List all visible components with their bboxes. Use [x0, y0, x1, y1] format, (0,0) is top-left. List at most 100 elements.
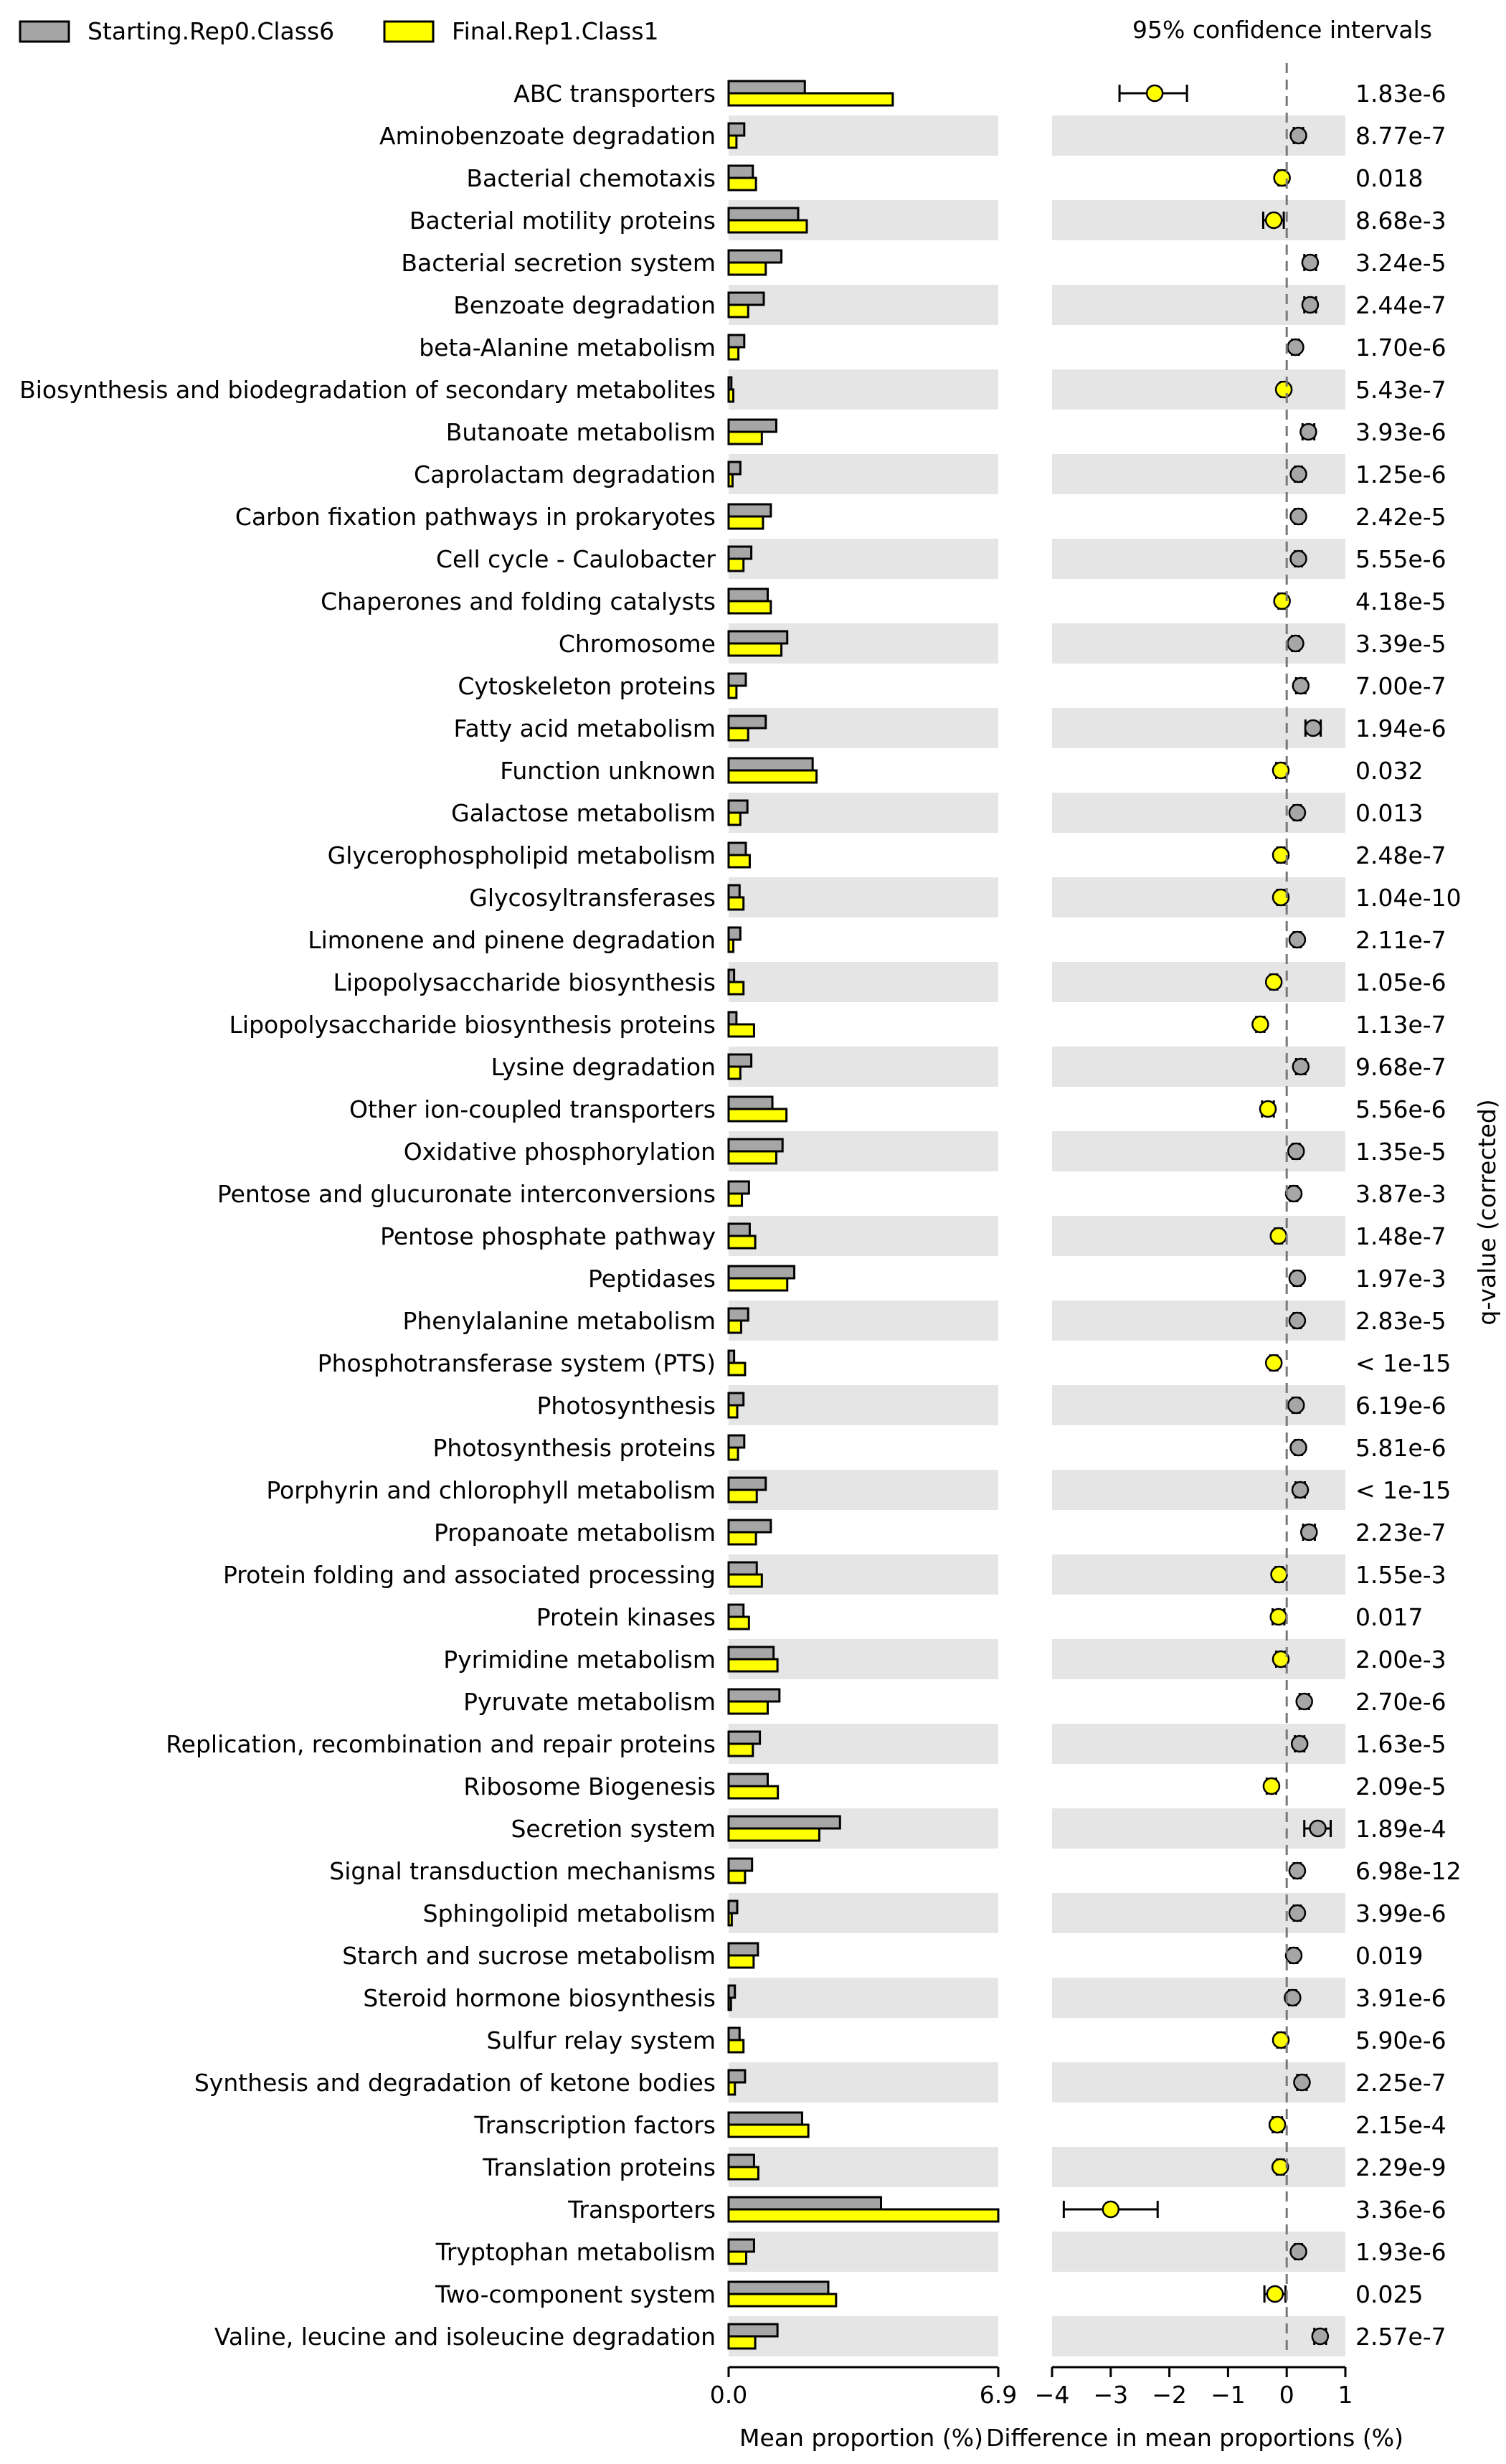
diff-x-tick-label: −4: [1035, 2381, 1070, 2409]
diff-point: [1300, 1523, 1318, 1542]
category-label: Carbon fixation pathways in prokaryotes: [235, 503, 716, 531]
qvalue-label: 3.24e-5: [1355, 249, 1446, 277]
chart-row: Lipopolysaccharide biosynthesis proteins…: [229, 1011, 1446, 1039]
qvalue-label: 1.04e-10: [1355, 884, 1462, 912]
diff-point: [1301, 253, 1320, 272]
chart-row: Photosynthesis proteins 5.81e-6: [433, 1434, 1446, 1462]
bar-final: [727, 1658, 779, 1673]
row-bg-diff: [1052, 369, 1345, 410]
chart-row: Oxidative phosphorylation 1.35e-5: [404, 1138, 1446, 1166]
bar-starting: [727, 1984, 737, 1999]
bar-starting: [727, 1519, 772, 1534]
legend: Starting.Rep0.Class6 Final.Rep1.Class1: [19, 17, 659, 45]
diff-point: [1287, 634, 1304, 653]
chart-row: Transcription factors 2.15e-4: [473, 2111, 1446, 2139]
qvalue-label: 1.93e-6: [1355, 2238, 1446, 2266]
bar-starting: [727, 1476, 767, 1491]
row-bg-bar: [729, 539, 998, 579]
bar-final: [727, 1150, 777, 1165]
bar-starting: [727, 926, 742, 941]
row-bg-bar: [729, 1047, 998, 1087]
category-label: ABC transporters: [513, 80, 716, 108]
bar-final: [727, 557, 745, 572]
diff-point: [1259, 1100, 1277, 1118]
category-label: Phosphotransferase system (PTS): [318, 1349, 716, 1377]
bar-starting: [727, 334, 746, 349]
qvalue-axis-label: q-value (corrected): [1473, 1099, 1501, 1325]
bar-starting: [727, 207, 800, 222]
diff-point: [1289, 2242, 1307, 2261]
qvalue-label: 6.19e-6: [1355, 1392, 1446, 1420]
chart-row: Carbon fixation pathways in prokaryotes 2…: [235, 503, 1446, 531]
chart-row: Pyruvate metabolism 2.70e-6: [463, 1688, 1446, 1716]
qvalue-label: 2.83e-5: [1355, 1307, 1446, 1335]
bar-starting: [727, 80, 806, 95]
bar-starting: [727, 1053, 753, 1068]
bar-final: [727, 2081, 737, 2096]
bar-final: [727, 2039, 745, 2054]
bar-starting: [727, 714, 767, 730]
qvalue-label: 2.11e-7: [1355, 926, 1446, 954]
diff-point: [1284, 1946, 1303, 1965]
category-label: Transporters: [567, 2196, 716, 2224]
chart-row: Phenylalanine metabolism 2.83e-5: [402, 1307, 1446, 1335]
chart-row: Two-component system 0.025: [435, 2280, 1423, 2308]
category-label: Propanoate metabolism: [434, 1519, 716, 1547]
row-bg-bar: [729, 454, 998, 494]
bar-starting: [727, 503, 772, 518]
qvalue-label: 5.43e-7: [1355, 376, 1446, 404]
diff-point: [1295, 1692, 1313, 1711]
bar-starting: [727, 1688, 781, 1703]
chart-row: Translation proteins 2.29e-9: [482, 2153, 1446, 2181]
bar-final: [727, 1488, 758, 1504]
diff-point: [1288, 1269, 1307, 1288]
chart-row: Limonene and pinene degradation 2.11e-7: [308, 926, 1446, 954]
bar-starting: [727, 672, 747, 687]
category-label: Starch and sucrose metabolism: [342, 1942, 716, 1970]
category-label: Bacterial chemotaxis: [466, 164, 716, 192]
qvalue-label: 1.97e-3: [1355, 1265, 1446, 1293]
bar-final: [727, 1827, 820, 1842]
bar-starting: [727, 2280, 830, 2295]
bar-starting: [727, 1222, 751, 1237]
bar-final: [727, 1404, 739, 1419]
qvalue-label: 7.00e-7: [1355, 672, 1446, 700]
qvalue-label: 9.68e-7: [1355, 1053, 1446, 1081]
qvalue-label: 5.56e-6: [1355, 1095, 1446, 1123]
bar-starting: [727, 1857, 754, 1872]
diff-point: [1311, 2327, 1330, 2346]
bar-final: [727, 388, 735, 403]
qvalue-label: 1.83e-6: [1355, 80, 1446, 108]
bar-final: [727, 1912, 733, 1927]
category-label: Caprolactam degradation: [414, 461, 716, 488]
diff-point: [1284, 1988, 1302, 2007]
qvalue-label: 3.36e-6: [1355, 2196, 1446, 2224]
row-bg-diff: [1052, 200, 1345, 240]
bar-starting: [727, 2238, 755, 2253]
diff-x-tick-label: −3: [1093, 2381, 1128, 2409]
chart-row: Secretion system 1.89e-4: [511, 1815, 1446, 1843]
row-bg-bar: [729, 1978, 998, 2018]
category-label: Replication, recombination and repair pr…: [166, 1730, 716, 1758]
chart-row: Valine, leucine and isoleucine degradati…: [214, 2323, 1446, 2351]
diff-point: [1292, 1057, 1310, 1076]
qvalue-label: 3.99e-6: [1355, 1899, 1446, 1927]
chart-row: Sulfur relay system 5.90e-6: [487, 2026, 1446, 2054]
bar-starting: [727, 376, 733, 391]
axes: 0.0 6.9 −4 −3 −2 −1 0 1: [710, 63, 1353, 2409]
bar-starting: [727, 1942, 759, 1957]
category-label: Secretion system: [511, 1815, 716, 1843]
category-label: Benzoate degradation: [453, 291, 716, 319]
row-bg-bar: [729, 2232, 998, 2272]
category-label: Glycerophospholipid metabolism: [328, 841, 716, 869]
qvalue-label: 0.013: [1355, 799, 1423, 827]
category-label: Biosynthesis and biodegradation of secon…: [19, 376, 716, 404]
bar-starting: [727, 2196, 883, 2211]
bar-final: [727, 1235, 757, 1250]
chart-row: Galactose metabolism 0.013: [451, 799, 1423, 827]
row-bg-bar: [729, 1301, 998, 1341]
qvalue-label: 3.39e-5: [1355, 630, 1446, 658]
diff-point: [1284, 1184, 1303, 1203]
category-label: Chaperones and folding catalysts: [321, 587, 716, 615]
bar-final: [727, 896, 745, 911]
